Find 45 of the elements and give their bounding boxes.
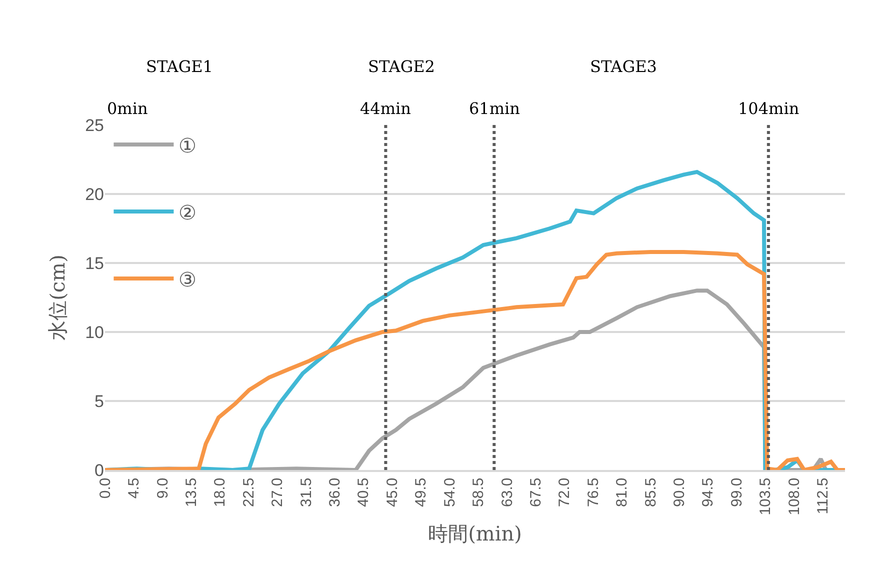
x-tick-label: 76.5 — [584, 478, 602, 507]
line-series — [105, 250, 845, 470]
x-tick-label: 94.5 — [700, 478, 717, 507]
legend-label: ① — [178, 133, 197, 158]
x-tick-label: 36.0 — [326, 478, 344, 507]
y-tick-label: 5 — [94, 392, 104, 411]
x-tick-label: 63.0 — [498, 478, 516, 507]
x-tick-label: 4.5 — [126, 478, 143, 499]
x-tick-label: 45.0 — [384, 478, 401, 507]
text: STAGE2 — [368, 57, 435, 76]
x-tick-label: 67.5 — [527, 478, 544, 507]
x-tick-label: 13.5 — [182, 478, 200, 507]
ref-line-label: 44min — [360, 99, 411, 118]
x-tick-label: 72.0 — [556, 478, 574, 507]
x-tick-label: 90.0 — [671, 478, 688, 507]
ref-line-label: 104min — [738, 99, 800, 118]
x-tick-label: 81.0 — [614, 478, 631, 507]
x-tick-label: 40.5 — [355, 478, 372, 507]
text: 0min — [107, 99, 148, 118]
legend-label: ③ — [178, 267, 197, 292]
x-tick-label: 99.0 — [728, 478, 746, 507]
x-tick-label: 31.5 — [298, 478, 315, 507]
y-axis-title: 水位(cm) — [46, 254, 70, 340]
y-tick-label: 0 — [94, 460, 104, 480]
y-tick-label: 20 — [85, 184, 104, 204]
x-tick-label: 108.0 — [786, 478, 803, 516]
text: STAGE1 — [146, 57, 213, 76]
x-axis-title: 時間(min) — [428, 522, 522, 546]
x-tick-label: 54.0 — [441, 478, 458, 507]
y-tick-label: 25 — [85, 116, 104, 135]
y-tick-label: 10 — [85, 322, 104, 342]
x-tick-label: 0.0 — [96, 478, 114, 499]
x-tick-label: 49.5 — [412, 478, 430, 507]
x-tick-label: 103.5 — [757, 478, 774, 516]
x-tick-label: 18.0 — [212, 478, 229, 507]
x-tick-label: 9.0 — [154, 478, 172, 499]
legend-label: ② — [178, 200, 197, 224]
text: STAGE3 — [590, 57, 657, 76]
x-tick-label: 27.0 — [269, 478, 286, 507]
y-tick-label: 15 — [85, 254, 104, 273]
x-tick-label: 85.5 — [642, 478, 660, 507]
ref-line-label: 61min — [469, 99, 520, 118]
x-tick-label: 58.5 — [470, 478, 488, 507]
x-tick-label: 22.5 — [240, 478, 258, 507]
x-tick-label: 112.5 — [814, 478, 832, 514]
